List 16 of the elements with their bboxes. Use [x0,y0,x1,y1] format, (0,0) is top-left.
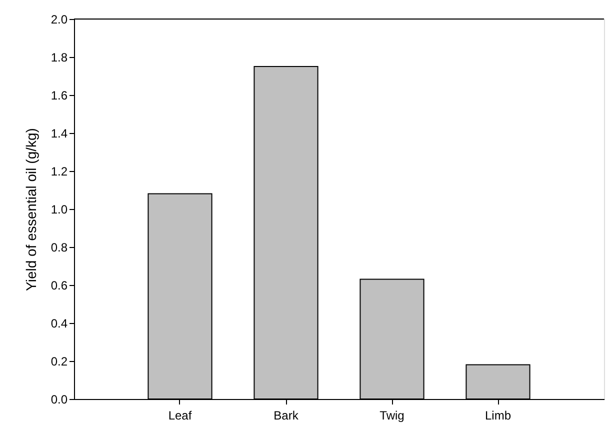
y-tick-label: 0.0 [50,392,68,406]
y-tick-label: 0.4 [50,316,68,330]
y-tick-label: 1.8 [50,50,68,64]
y-tick-label: 1.4 [50,126,68,140]
x-tick-label: Twig [380,408,404,422]
y-tick-label: 0.8 [50,240,68,254]
y-tick-label: 0.2 [50,354,68,368]
y-tick-label: 1.6 [50,88,68,102]
x-tick-label: Leaf [168,408,192,422]
x-tick-label: Bark [274,408,300,422]
y-axis-title: Yield of essential oil (g/kg) [22,128,39,291]
x-tick-label: Limb [484,408,512,422]
y-tick-label: 2.0 [50,12,68,26]
y-tick-label: 1.2 [50,164,68,178]
y-tick-label: 1.0 [50,202,68,216]
y-tick-label: 0.6 [50,278,68,292]
